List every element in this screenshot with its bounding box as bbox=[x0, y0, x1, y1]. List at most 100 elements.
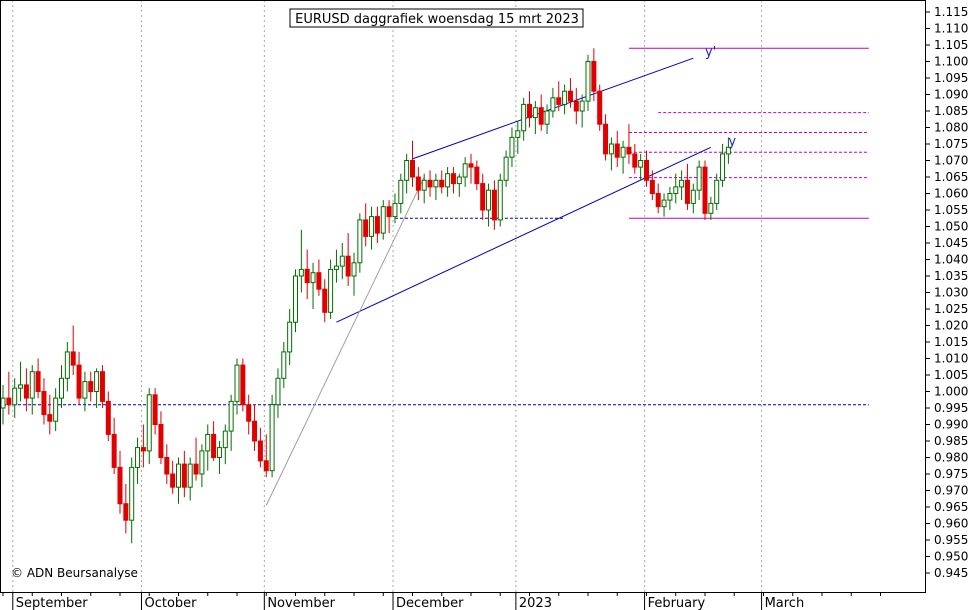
candle-up bbox=[0, 397, 6, 409]
candle-down bbox=[527, 103, 532, 119]
candle-up bbox=[199, 450, 205, 475]
candle-up bbox=[714, 179, 720, 204]
candle-up bbox=[667, 193, 673, 201]
candle-down bbox=[345, 255, 351, 277]
y-tick-label: 1.040 bbox=[934, 253, 968, 267]
candle-up bbox=[404, 160, 410, 181]
candle-up bbox=[486, 189, 492, 211]
candle-down bbox=[603, 123, 609, 155]
y-tick-label: 1.015 bbox=[934, 335, 968, 349]
y-tick-label: 1.095 bbox=[934, 71, 968, 85]
candle-down bbox=[170, 473, 176, 488]
candle-up bbox=[445, 173, 451, 188]
candle-down bbox=[386, 206, 392, 218]
month-label: November bbox=[267, 596, 335, 610]
month-label: December bbox=[396, 596, 464, 610]
candle-up bbox=[725, 146, 731, 155]
candle-down bbox=[105, 400, 111, 435]
y-tick-label: 0.950 bbox=[934, 550, 968, 564]
candle-down bbox=[47, 414, 53, 422]
candle-down bbox=[99, 371, 105, 402]
candle-up bbox=[269, 404, 275, 472]
candle-down bbox=[491, 189, 497, 221]
candle-down bbox=[591, 61, 597, 92]
title-box: EURUSD daggrafiek woensdag 15 mrt 2023 bbox=[289, 8, 584, 28]
month-label: October bbox=[144, 596, 197, 610]
y-tick-label: 0.975 bbox=[934, 467, 968, 481]
candle-up bbox=[380, 206, 386, 234]
channel-bottom bbox=[336, 146, 712, 323]
candle-up bbox=[661, 199, 667, 208]
candle-down bbox=[573, 100, 579, 112]
candle-up bbox=[638, 160, 644, 168]
grey-trend bbox=[265, 176, 425, 506]
y-tick-label: 0.965 bbox=[934, 500, 968, 514]
candle-up bbox=[708, 202, 714, 214]
candle-up bbox=[433, 179, 439, 188]
candle-up bbox=[64, 351, 70, 379]
y-tick-label: 1.000 bbox=[934, 385, 968, 399]
candle-down bbox=[152, 394, 158, 425]
month-label: March bbox=[765, 596, 805, 610]
trend-lines-layer bbox=[3, 47, 869, 506]
y-tick-label: 1.025 bbox=[934, 302, 968, 316]
candle-up bbox=[351, 262, 357, 277]
candle-down bbox=[70, 351, 76, 366]
y-tick-label: 0.990 bbox=[934, 418, 968, 432]
candle-up bbox=[187, 463, 193, 488]
candle-up bbox=[608, 143, 614, 155]
plot-frame bbox=[0, 0, 926, 593]
candle-up bbox=[550, 97, 556, 112]
candle-up bbox=[234, 364, 240, 402]
candle-up bbox=[369, 216, 375, 237]
candle-up bbox=[222, 430, 228, 449]
candle-up bbox=[29, 371, 35, 399]
y-tick-label: 1.055 bbox=[934, 203, 968, 217]
candle-down bbox=[123, 503, 129, 521]
y-tick-label: 0.970 bbox=[934, 484, 968, 498]
candle-down bbox=[41, 391, 47, 416]
candle-down bbox=[415, 176, 421, 191]
candle-up bbox=[53, 397, 59, 422]
candle-down bbox=[649, 179, 655, 195]
candle-down bbox=[23, 384, 29, 399]
candle-up bbox=[82, 381, 88, 399]
candle-down bbox=[211, 433, 217, 458]
candle-down bbox=[322, 288, 328, 313]
month-label: 2023 bbox=[519, 596, 552, 610]
candle-up bbox=[398, 179, 404, 204]
y-tick-label: 1.020 bbox=[934, 319, 968, 333]
candle-down bbox=[410, 160, 415, 178]
candle-down bbox=[614, 143, 620, 158]
copyright-text: © ADN Beursanalyse bbox=[11, 566, 138, 580]
candle-down bbox=[304, 268, 310, 284]
candle-down bbox=[556, 97, 562, 105]
candle-down bbox=[538, 107, 544, 125]
candle-down bbox=[439, 179, 445, 188]
candle-down bbox=[76, 364, 82, 399]
candle-down bbox=[374, 216, 380, 234]
y-tick-label: 0.995 bbox=[934, 401, 968, 415]
candle-up bbox=[135, 447, 141, 468]
candle-down bbox=[644, 160, 649, 181]
candle-down bbox=[140, 447, 146, 452]
y-tick-label: 1.035 bbox=[934, 269, 968, 283]
line-annotation: y bbox=[728, 135, 736, 150]
candle-up bbox=[328, 268, 334, 313]
y-tick-label: 1.045 bbox=[934, 236, 968, 250]
y-tick-label: 1.080 bbox=[934, 121, 968, 135]
candle-down bbox=[117, 466, 123, 505]
candle-up bbox=[503, 156, 509, 181]
candle-up bbox=[421, 179, 427, 191]
candle-down bbox=[597, 90, 603, 125]
candle-down bbox=[263, 460, 269, 472]
candle-up bbox=[12, 387, 18, 406]
candle-up bbox=[392, 202, 398, 218]
candle-down bbox=[193, 463, 199, 475]
candle-down bbox=[240, 364, 246, 406]
candle-up bbox=[696, 166, 702, 191]
candle-down bbox=[626, 146, 632, 155]
candle-up bbox=[333, 265, 339, 270]
